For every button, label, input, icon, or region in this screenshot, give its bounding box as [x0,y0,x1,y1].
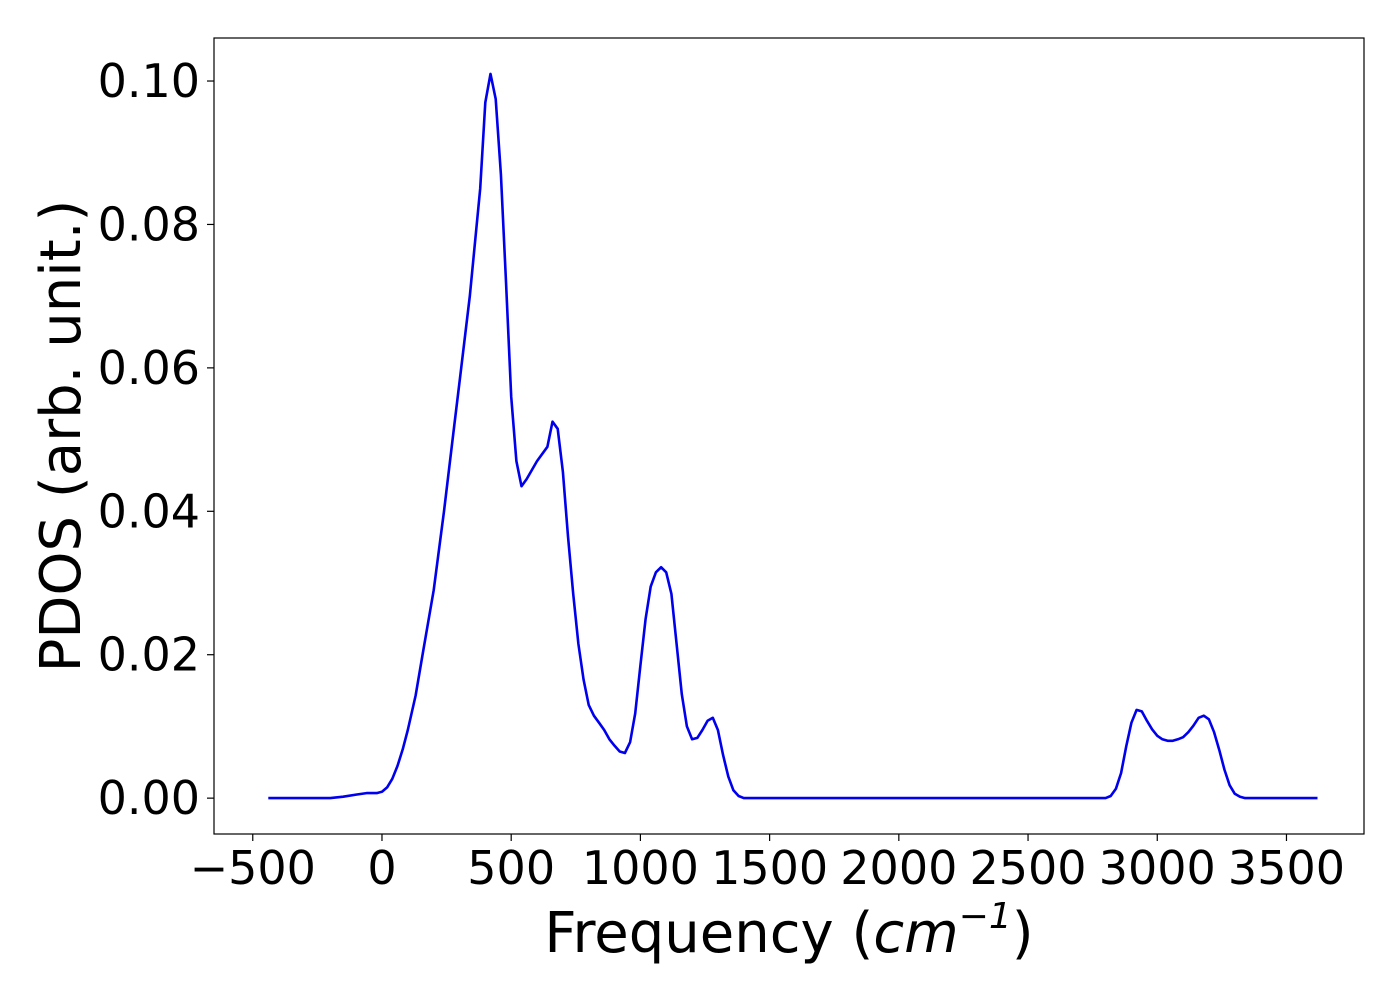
y-tick-label: 0.00 [98,771,200,825]
pdos-series-line-0 [268,72,1318,800]
x-axis-label: Frequency (cm−1) [544,896,1033,966]
x-tick-label: 3000 [1099,841,1216,895]
x-tick-label: 0 [367,841,396,895]
plot-frame [213,37,1365,835]
y-axis-label: PDOS (arb. unit.) [29,200,94,673]
x-tick-label: 500 [467,841,555,895]
y-tick-label: 0.08 [98,197,200,251]
x-tick-label: 1500 [711,841,828,895]
x-tick-label: 1000 [582,841,699,895]
x-tick-label: 2000 [840,841,957,895]
plot-area [268,72,1318,800]
y-tick-label: 0.04 [98,484,200,538]
x-tick-label: 2500 [970,841,1087,895]
x-tick-label: 3500 [1228,841,1345,895]
y-axis-ticks: 0.00 0.02 0.04 0.06 0.08 0.10 [98,54,214,825]
y-tick-label: 0.10 [98,54,200,108]
y-tick-label: 0.06 [98,341,200,395]
x-axis-ticks: −500 0 500 1000 1500 2000 2500 3000 3500 [190,834,1345,895]
y-tick-label: 0.02 [98,628,200,682]
x-tick-label: −500 [190,841,316,895]
